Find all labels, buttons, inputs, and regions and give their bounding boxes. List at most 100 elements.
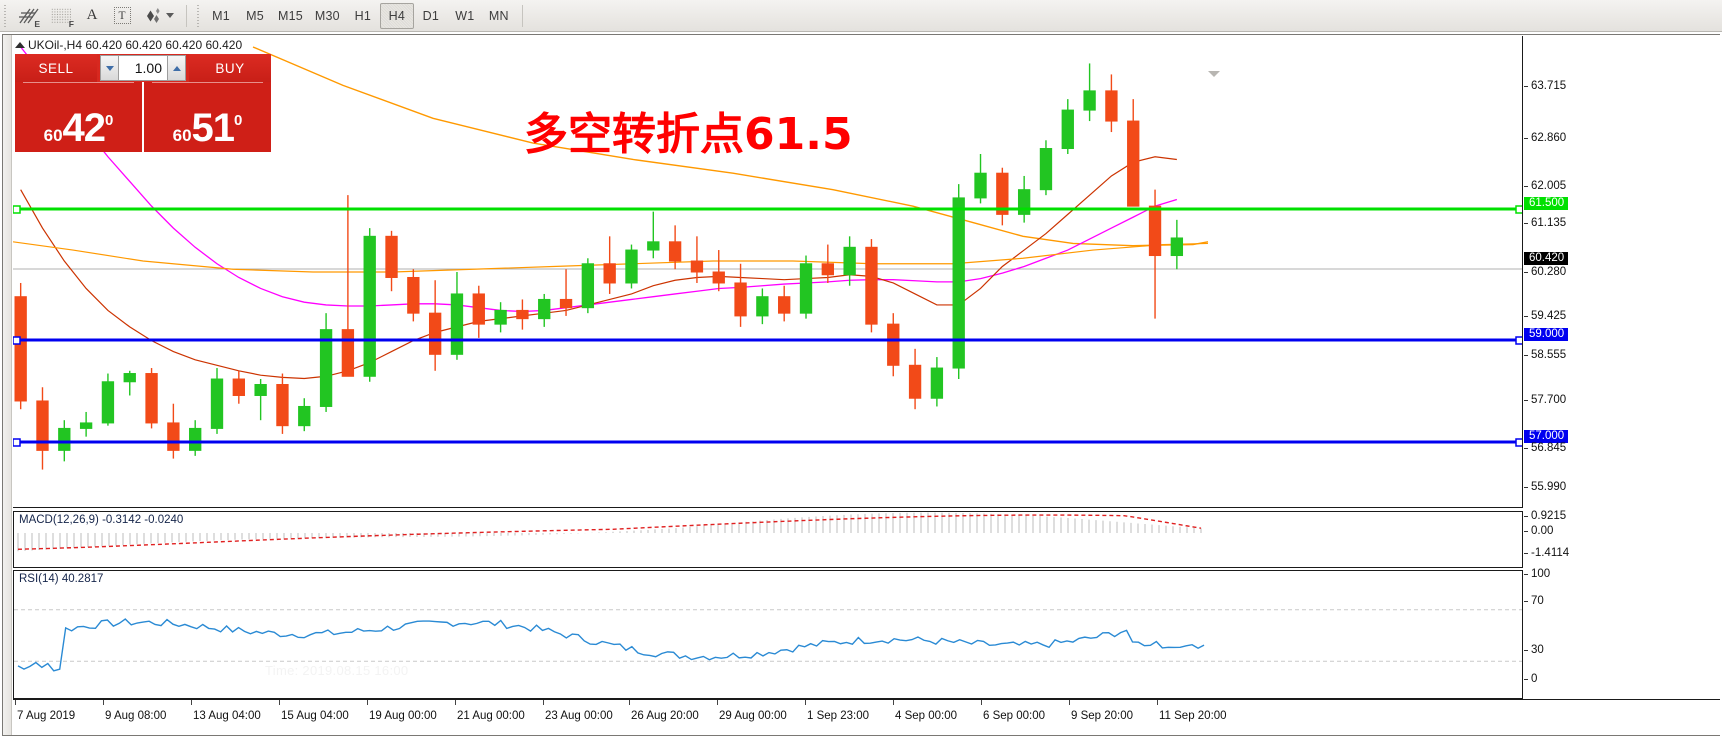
price-tick: 57.700 (1524, 394, 1566, 406)
buy-price-display[interactable]: 60 51 0 (144, 82, 271, 152)
scroll-indicator-icon[interactable] (1208, 71, 1220, 77)
sell-button[interactable]: SELL (15, 54, 97, 82)
macd-chart-svg (17, 512, 1202, 552)
time-tick (191, 700, 192, 705)
chevron-down-icon[interactable] (166, 13, 174, 18)
macd-plot[interactable] (14, 512, 1522, 567)
grid-glyph: F (51, 7, 74, 29)
volume-input[interactable]: 1.00 (119, 55, 167, 81)
time-label: 4 Sep 00:00 (895, 710, 958, 722)
price-tick: 60.280 (1524, 266, 1566, 278)
time-label: 15 Aug 04:00 (281, 710, 349, 722)
indicators-glyph (19, 8, 39, 23)
chevron-down-icon (105, 65, 114, 71)
rsi-pane[interactable]: RSI(14) 40.2817 (13, 570, 1523, 699)
price-tick: 55.990 (1524, 481, 1566, 493)
price-level-label-resistance: 61.500 (1524, 197, 1569, 210)
chart-annotation-text: 多空转折点61.5 (524, 109, 853, 160)
timeframe-mn[interactable]: MN (488, 8, 509, 23)
timeframe-m1[interactable]: M1 (212, 8, 230, 23)
text-tool-glyph: A (86, 7, 98, 23)
time-label: 1 Sep 23:00 (807, 710, 870, 722)
sell-price-fraction: 0 (105, 112, 114, 129)
rsi-tick: 100 (1524, 568, 1550, 580)
timeframe-m30[interactable]: M30 (314, 8, 340, 23)
objects-icon[interactable] (137, 3, 180, 29)
time-tick (893, 700, 894, 705)
time-tick (15, 700, 16, 705)
occ-price-row: 60 42 0 60 51 0 (15, 82, 271, 152)
time-tick (629, 700, 630, 705)
time-label: 7 Aug 2019 (17, 710, 76, 722)
volume-increment-button[interactable] (167, 55, 186, 81)
sell-price-main: 42 (62, 106, 106, 150)
time-label: 29 Aug 00:00 (719, 710, 787, 722)
toolbar-grip[interactable] (2, 2, 11, 29)
objects-glyph (147, 7, 160, 23)
time-scale[interactable]: 7 Aug 2019 9 Aug 08:00 13 Aug 04:00 15 Aug … (13, 699, 1720, 735)
sell-price-display[interactable]: 60 42 0 (15, 82, 142, 152)
price-scale[interactable]: 63.715 62.860 62.005 61.500 61.135 60.420 60.2… (1524, 35, 1720, 699)
buy-price-main: 51 (191, 106, 235, 150)
rsi-chart-svg (14, 609, 1522, 672)
time-label: 23 Aug 00:00 (545, 710, 613, 722)
timeframe-h4[interactable]: H4 (379, 2, 414, 29)
time-label: 26 Aug 20:00 (631, 710, 699, 722)
timeframe-d1[interactable]: D1 (422, 8, 440, 23)
time-tick (717, 700, 718, 705)
time-tick (543, 700, 544, 705)
rsi-label: RSI(14) 40.2817 (19, 573, 104, 585)
buy-price-fraction: 0 (234, 112, 243, 129)
macd-tick: 0.9215 (1524, 510, 1566, 522)
volume-control[interactable]: 1.00 (97, 54, 189, 82)
buy-price-prefix: 60 (172, 126, 192, 145)
timeframe-m15[interactable]: M15 (278, 8, 303, 23)
price-level-label-support: 59.000 (1524, 328, 1569, 341)
price-chart-svg (13, 46, 1522, 470)
grid-icon[interactable]: F (45, 3, 77, 29)
price-tick: 56.845 (1524, 442, 1566, 454)
price-tick: 61.135 (1524, 217, 1566, 229)
rsi-tick: 0 (1524, 673, 1537, 685)
price-tick: 62.860 (1524, 132, 1566, 144)
time-tick (455, 700, 456, 705)
time-tick (103, 700, 104, 705)
time-tick (981, 700, 982, 705)
sell-price-prefix: 60 (43, 126, 63, 145)
sell-underline (23, 82, 134, 83)
chart-left-gutter (3, 35, 12, 735)
time-label: 9 Aug 08:00 (105, 710, 167, 722)
timeframe-m5[interactable]: M5 (246, 8, 264, 23)
price-tick: 59.425 (1524, 310, 1566, 322)
macd-tick: -1.4114 (1524, 547, 1569, 559)
price-tick: 58.555 (1524, 349, 1566, 361)
time-tick (805, 700, 806, 705)
timeframe-w1[interactable]: W1 (455, 8, 475, 23)
one-click-trading-panel[interactable]: SELL 1.00 BUY 60 42 0 (15, 54, 271, 152)
time-label: 6 Sep 00:00 (983, 710, 1046, 722)
price-plot[interactable] (13, 36, 1522, 507)
indicators-icon[interactable]: E (11, 3, 45, 29)
timeframe-h1[interactable]: H1 (354, 8, 372, 23)
chart-canvas[interactable]: UKOil-,H4 60.420 60.420 60.420 60.420 多空… (3, 35, 1720, 735)
buy-button[interactable]: BUY (189, 54, 271, 82)
time-label: 21 Aug 00:00 (457, 710, 525, 722)
toolbar-divider (186, 4, 187, 27)
time-label: 11 Sep 20:00 (1159, 710, 1227, 722)
collapse-triangle-icon[interactable] (15, 42, 25, 48)
text-tool-icon[interactable]: A (77, 3, 107, 29)
main-toolbar: E F A T M1 M5 M15 M30 H1 H4 D1 W1 MN (0, 0, 1722, 32)
time-label: 9 Sep 20:00 (1071, 710, 1134, 722)
volume-decrement-button[interactable] (100, 55, 119, 81)
macd-pane[interactable]: MACD(12,26,9) -0.3142 -0.0240 (13, 511, 1523, 568)
label-tool-icon[interactable]: T (107, 3, 137, 29)
rsi-plot[interactable] (14, 571, 1522, 698)
time-tick (279, 700, 280, 705)
time-label: 19 Aug 00:00 (369, 710, 437, 722)
timeframe-grip[interactable] (195, 2, 204, 29)
price-level-label-support: 57.000 (1524, 430, 1569, 443)
symbol-info-line: UKOil-,H4 60.420 60.420 60.420 60.420 (15, 38, 242, 52)
macd-tick: 0.00 (1524, 525, 1553, 537)
time-tick (1069, 700, 1070, 705)
chart-window[interactable]: UKOil-,H4 60.420 60.420 60.420 60.420 多空… (2, 34, 1720, 736)
